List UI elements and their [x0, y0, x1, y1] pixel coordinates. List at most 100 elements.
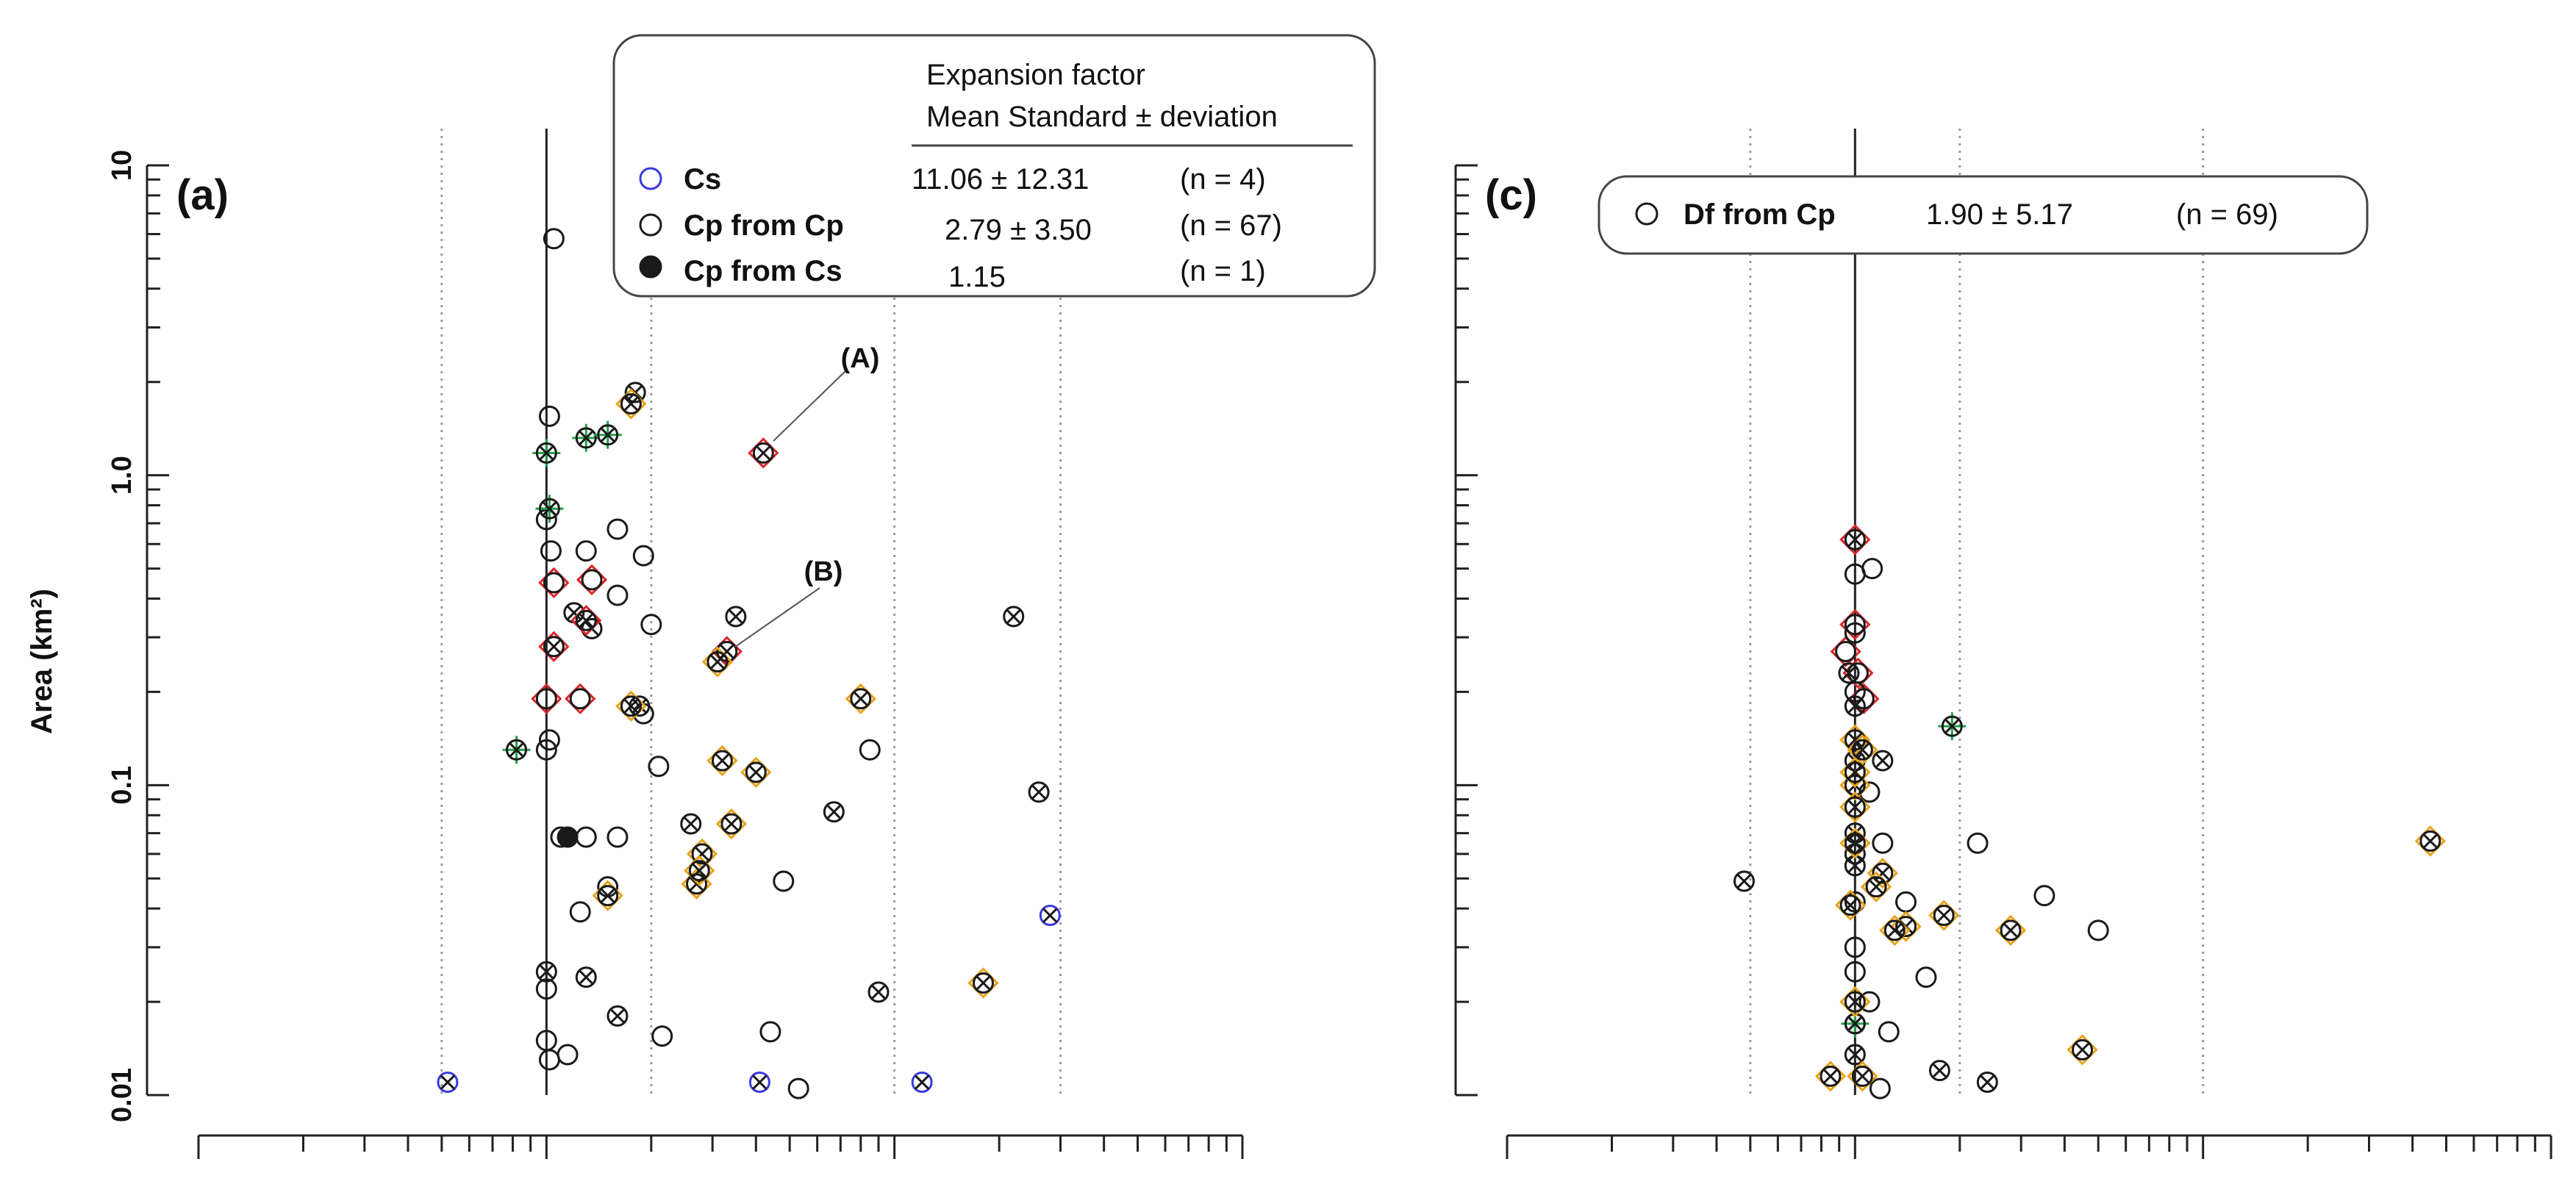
- legend-symbol: [1635, 202, 1659, 226]
- data-point: [1860, 871, 1892, 903]
- x-marker: [579, 969, 594, 985]
- circle-marker: [1028, 781, 1050, 803]
- circle-marker: [557, 1044, 579, 1066]
- x-marker: [542, 501, 557, 517]
- data-point: [1867, 857, 1898, 889]
- panel-a: 0.01 0.1 1.0 10 Area (km²) (a) (A) (B): [26, 129, 1244, 1159]
- data-point: [535, 509, 557, 531]
- data-point: [773, 870, 795, 892]
- circle-marker: [597, 885, 619, 907]
- circle-marker: [538, 1049, 560, 1071]
- y-tick-label: 0.01: [107, 1068, 137, 1122]
- circle-marker: [1858, 781, 1881, 803]
- x-marker: [1847, 764, 1863, 781]
- x-marker: [683, 816, 698, 832]
- x-marker: [976, 975, 991, 991]
- data-point: [1878, 1021, 1900, 1043]
- circle-marker: [1844, 622, 1866, 644]
- x-marker: [748, 764, 764, 781]
- circle-marker: [506, 739, 528, 761]
- circle-marker: [911, 1072, 933, 1094]
- x-marker: [1847, 532, 1863, 548]
- data-point: [543, 228, 565, 250]
- data-point: [1814, 1061, 1847, 1092]
- annotation-label: (A): [841, 343, 880, 374]
- data-point: [570, 605, 602, 636]
- circle-marker: [1869, 1077, 1891, 1099]
- data-point: [1844, 622, 1866, 644]
- annotation-leader: [773, 370, 846, 442]
- data-point: [1844, 936, 1866, 958]
- data-point: [592, 880, 623, 911]
- data-point: [1844, 961, 1866, 983]
- x-marker: [728, 609, 744, 625]
- circle-marker: [725, 606, 747, 628]
- legend-header: Expansion factor: [926, 59, 1145, 91]
- circle-marker: [1878, 1021, 1900, 1043]
- x-marker: [715, 753, 730, 769]
- data-point: [680, 813, 702, 835]
- data-point: [575, 826, 597, 848]
- circle-marker: [1838, 662, 1860, 684]
- data-point: [1879, 914, 1911, 947]
- circle-marker: [437, 1072, 459, 1094]
- circle-marker: [632, 545, 654, 567]
- x-marker: [853, 691, 868, 706]
- x-marker: [509, 742, 524, 758]
- circle-marker: [607, 518, 629, 540]
- data-point: [1928, 900, 1960, 931]
- data-point: [715, 808, 748, 840]
- x-marker: [2075, 1042, 2090, 1058]
- circle-marker: [620, 392, 642, 415]
- x-marker: [1847, 994, 1863, 1010]
- data-point: [538, 1049, 560, 1071]
- data-point: [565, 683, 596, 714]
- circle-marker: [1839, 894, 1861, 916]
- data-point: [502, 736, 531, 764]
- data-point: [538, 631, 570, 662]
- data-point: [2067, 1034, 2098, 1066]
- legend-header: Mean Standard ± deviation: [926, 101, 1278, 133]
- x-marker: [1847, 858, 1863, 873]
- data-point: [1844, 891, 1866, 913]
- data-point: [1858, 991, 1881, 1013]
- data-point: [572, 423, 601, 452]
- x-marker: [1736, 873, 1752, 889]
- x-marker: [914, 1074, 930, 1090]
- legend-stat: 1.15: [948, 261, 1006, 293]
- circle-marker: [535, 961, 557, 983]
- x-marker: [1932, 1063, 1947, 1078]
- x-marker: [1841, 665, 1857, 681]
- data-point: [859, 739, 881, 761]
- circle-marker: [1844, 614, 1866, 636]
- x-marker: [628, 384, 643, 401]
- data-point: [787, 1077, 809, 1099]
- y-axis-label: Area (km²): [26, 589, 58, 734]
- circle-marker: [1733, 870, 1755, 892]
- circle-marker: [706, 651, 729, 673]
- circle-marker: [1844, 936, 1866, 958]
- x-marker: [579, 613, 594, 628]
- circle-marker: [607, 584, 629, 606]
- circle-marker: [1844, 796, 1866, 818]
- data-point: [557, 1044, 579, 1066]
- x-marker: [1042, 908, 1058, 923]
- circle-marker: [867, 981, 890, 1003]
- data-point: [1938, 712, 1967, 741]
- data-point: [1915, 966, 1937, 989]
- data-point: [651, 1025, 673, 1047]
- data-point: [640, 614, 662, 636]
- legend-symbol: [639, 213, 662, 237]
- data-point: [1847, 734, 1878, 766]
- circle-marker: [2419, 830, 2441, 852]
- data-point: [1928, 1060, 1950, 1082]
- circle-marker: [1851, 1065, 1873, 1087]
- data-point: [1839, 724, 1871, 756]
- data-point: [575, 966, 597, 989]
- data-point: [1872, 832, 1894, 854]
- circle-marker: [550, 826, 572, 848]
- circle-marker: [1844, 695, 1866, 717]
- circle-marker: [1844, 774, 1866, 796]
- circle-marker: [1895, 891, 1917, 913]
- legend-stat: 2.79 ± 3.50: [945, 214, 1092, 246]
